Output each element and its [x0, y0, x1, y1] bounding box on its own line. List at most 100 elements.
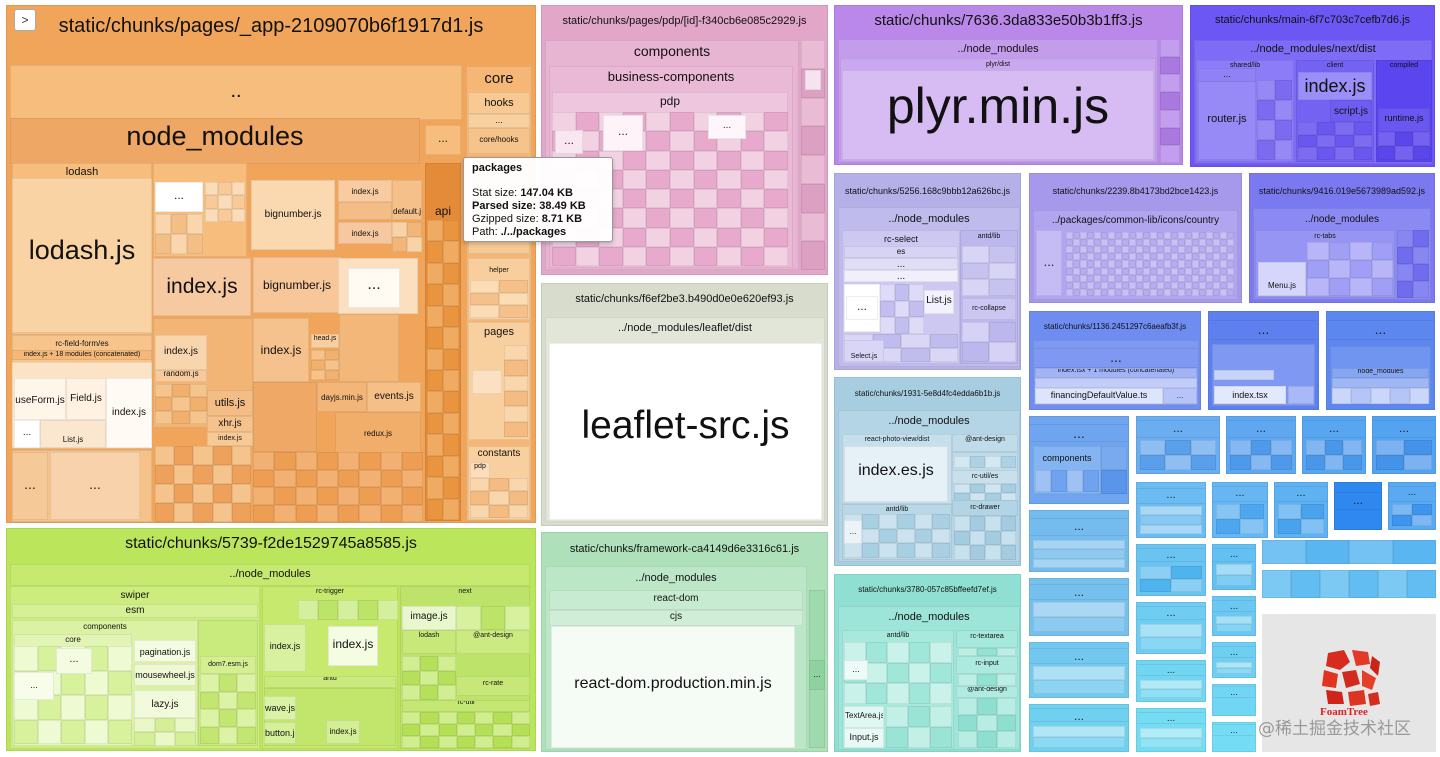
treemap-cell[interactable] [1288, 386, 1314, 404]
module-cell[interactable] [1390, 388, 1410, 404]
module-cell[interactable] [218, 208, 232, 222]
module-cell[interactable] [958, 648, 978, 656]
module-cell[interactable] [237, 726, 256, 744]
module-cell[interactable] [189, 384, 207, 398]
module-cell[interactable] [1257, 140, 1275, 160]
module-cell[interactable] [1115, 246, 1122, 254]
module-cell[interactable] [1216, 616, 1252, 624]
module-cell[interactable] [1143, 288, 1150, 296]
module-cell[interactable] [1140, 637, 1202, 650]
module-cell[interactable] [740, 227, 765, 247]
module-cell[interactable] [693, 150, 718, 170]
module-cell[interactable] [1178, 253, 1185, 261]
module-cell[interactable] [1328, 278, 1350, 296]
module-cell[interactable] [1108, 246, 1115, 254]
module-cell[interactable] [14, 719, 38, 744]
module-cell[interactable] [914, 543, 933, 558]
module-cell[interactable] [1192, 274, 1199, 282]
module-cell[interactable] [1250, 440, 1272, 455]
module-cell[interactable] [470, 478, 490, 492]
module-cell[interactable] [212, 503, 232, 522]
module-cell[interactable] [1101, 232, 1108, 240]
module-cell[interactable] [1199, 246, 1206, 254]
module-cell[interactable] [989, 262, 1016, 280]
module-cell[interactable] [1350, 260, 1372, 278]
module-cell[interactable] [402, 656, 420, 671]
module-cell[interactable] [1129, 274, 1136, 282]
module-cell[interactable] [1143, 246, 1150, 254]
module-cell[interactable] [1157, 239, 1164, 247]
module-cell[interactable] [764, 227, 788, 247]
module-cell[interactable] [1160, 127, 1180, 146]
module-cell[interactable] [1178, 274, 1185, 282]
module-cell[interactable] [427, 305, 443, 328]
module-cell[interactable] [1178, 239, 1185, 247]
module-cell[interactable] [1033, 602, 1125, 617]
module-cell[interactable] [1108, 260, 1115, 268]
treemap-cell[interactable]: ... [1136, 420, 1220, 438]
module-cell[interactable] [1378, 146, 1396, 160]
module-cell[interactable] [1080, 253, 1087, 261]
module-cell[interactable] [1178, 232, 1185, 240]
module-cell[interactable] [438, 685, 456, 700]
module-cell[interactable] [1160, 92, 1180, 110]
module-cell[interactable] [1129, 260, 1136, 268]
module-cell[interactable] [989, 246, 1016, 263]
module-cell[interactable] [470, 292, 499, 306]
module-cell[interactable] [908, 727, 930, 748]
treemap-cell[interactable]: @ant-design [952, 434, 1018, 452]
module-cell[interactable] [470, 280, 499, 293]
treemap-cell[interactable]: ... [1274, 486, 1328, 502]
module-cell[interactable] [985, 516, 1001, 531]
treemap-cell[interactable] [339, 314, 399, 382]
module-cell[interactable] [1220, 232, 1227, 240]
module-cell[interactable] [1143, 274, 1150, 282]
treemap-cell[interactable]: ... [1388, 486, 1436, 502]
treemap-cell[interactable] [472, 370, 502, 394]
module-cell[interactable] [1122, 260, 1129, 268]
module-cell[interactable] [443, 455, 459, 478]
module-cell[interactable] [1274, 140, 1292, 160]
module-cell[interactable] [499, 280, 528, 293]
module-cell[interactable] [887, 662, 909, 684]
module-cell[interactable] [493, 712, 512, 724]
module-cell[interactable] [1143, 267, 1150, 275]
module-cell[interactable] [1080, 288, 1087, 296]
module-cell[interactable] [861, 543, 880, 558]
module-cell[interactable] [1073, 239, 1080, 247]
module-cell[interactable] [402, 685, 420, 700]
module-cell[interactable] [401, 504, 423, 522]
treemap-cell[interactable]: rc-textarea [956, 630, 1018, 648]
module-cell[interactable] [1376, 440, 1404, 455]
module-cell[interactable] [901, 348, 930, 362]
module-cell[interactable] [901, 334, 930, 348]
module-cell[interactable] [1140, 506, 1202, 516]
module-cell[interactable] [1220, 274, 1227, 282]
module-cell[interactable] [1335, 134, 1354, 148]
module-cell[interactable] [1108, 281, 1115, 289]
module-cell[interactable] [401, 469, 423, 487]
module-cell[interactable] [1324, 455, 1344, 470]
module-cell[interactable] [193, 484, 213, 503]
module-cell[interactable] [1157, 274, 1164, 282]
module-cell[interactable] [1073, 246, 1080, 254]
module-cell[interactable] [1328, 260, 1350, 278]
module-cell[interactable] [1213, 246, 1220, 254]
module-cell[interactable] [764, 150, 788, 170]
module-cell[interactable] [865, 642, 888, 663]
module-cell[interactable] [504, 360, 528, 376]
module-cell[interactable] [1101, 253, 1108, 261]
treemap-cell[interactable]: utils.js [207, 390, 253, 416]
module-cell[interactable] [1376, 455, 1404, 470]
module-cell[interactable] [1320, 570, 1349, 598]
treemap-cell[interactable]: ... [1212, 486, 1268, 502]
module-cell[interactable] [996, 674, 1016, 686]
module-cell[interactable] [402, 736, 421, 748]
module-cell[interactable] [155, 234, 171, 254]
module-cell[interactable] [1291, 570, 1320, 598]
module-cell[interactable] [407, 222, 422, 237]
module-cell[interactable] [1164, 232, 1171, 240]
module-cell[interactable] [897, 543, 915, 558]
module-cell[interactable] [1257, 120, 1275, 140]
module-cell[interactable] [1157, 246, 1164, 254]
